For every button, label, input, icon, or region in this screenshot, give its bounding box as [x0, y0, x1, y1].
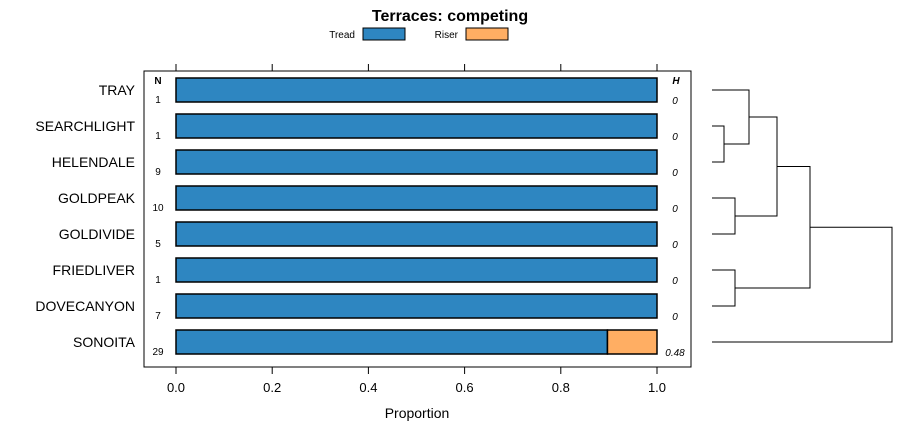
h-value: 0 [672, 96, 678, 107]
x-axis: 0.0 0.2 0.4 0.6 0.8 1.0 [167, 64, 666, 395]
n-value: 5 [155, 239, 161, 250]
dendrogram-link [712, 269, 736, 307]
bar-tread [175, 329, 609, 355]
bar-tread [175, 113, 658, 139]
dendrogram-link [712, 226, 893, 343]
row-label: TRAY [99, 82, 136, 98]
x-tick-label: 0.8 [552, 380, 570, 395]
x-tick-label: 0.2 [263, 380, 281, 395]
h-value: 0 [672, 240, 678, 251]
x-tick-label: 1.0 [648, 380, 666, 395]
chart-title: Terraces: competing [372, 8, 528, 25]
row-label: DOVECANYON [35, 298, 135, 314]
row-label: FRIEDLIVER [53, 262, 135, 278]
bar-tread [175, 149, 658, 175]
x-axis-label: Proportion [385, 405, 450, 421]
x-tick-label: 0.6 [456, 380, 474, 395]
h-header: H [672, 76, 680, 87]
plot-frame [143, 70, 692, 368]
row-label: GOLDIVIDE [59, 226, 135, 242]
legend-label-riser: Riser [435, 30, 459, 41]
h-value: 0 [672, 312, 678, 323]
n-value: 9 [155, 167, 161, 178]
dendrogram-link [735, 116, 778, 217]
row-label: SONOITA [73, 334, 136, 350]
row-label: HELENDALE [52, 154, 135, 170]
h-value: 0 [672, 132, 678, 143]
x-tick-label: 0.0 [167, 380, 185, 395]
row-label: GOLDPEAK [58, 190, 136, 206]
legend-swatch-tread [362, 27, 406, 41]
legend: Tread Riser [329, 27, 509, 41]
bar-tread [175, 221, 658, 247]
bar-tread [175, 257, 658, 283]
h-value: 0 [672, 168, 678, 179]
dendrogram [712, 89, 893, 343]
dendrogram-link [712, 197, 736, 235]
x-tick-label: 0.4 [359, 380, 377, 395]
h-value: 0 [672, 276, 678, 287]
n-value: 7 [155, 311, 161, 322]
bar-riser [606, 329, 658, 355]
bar-tread [175, 185, 658, 211]
n-value: 29 [152, 347, 164, 358]
n-value: 1 [155, 275, 161, 286]
dendrogram-link [712, 89, 750, 145]
row-label: SEARCHLIGHT [35, 118, 135, 134]
bar-tread [175, 293, 658, 319]
dendrogram-link [735, 166, 811, 289]
h-value: 0 [672, 204, 678, 215]
n-header: N [154, 76, 161, 87]
n-value: 1 [155, 95, 161, 106]
n-value: 10 [152, 203, 164, 214]
legend-label-tread: Tread [329, 30, 355, 41]
bar-tread [175, 77, 658, 103]
dendrogram-link [712, 125, 725, 163]
n-value: 1 [155, 131, 161, 142]
legend-swatch-riser [465, 27, 509, 41]
h-value: 0.48 [665, 348, 685, 359]
